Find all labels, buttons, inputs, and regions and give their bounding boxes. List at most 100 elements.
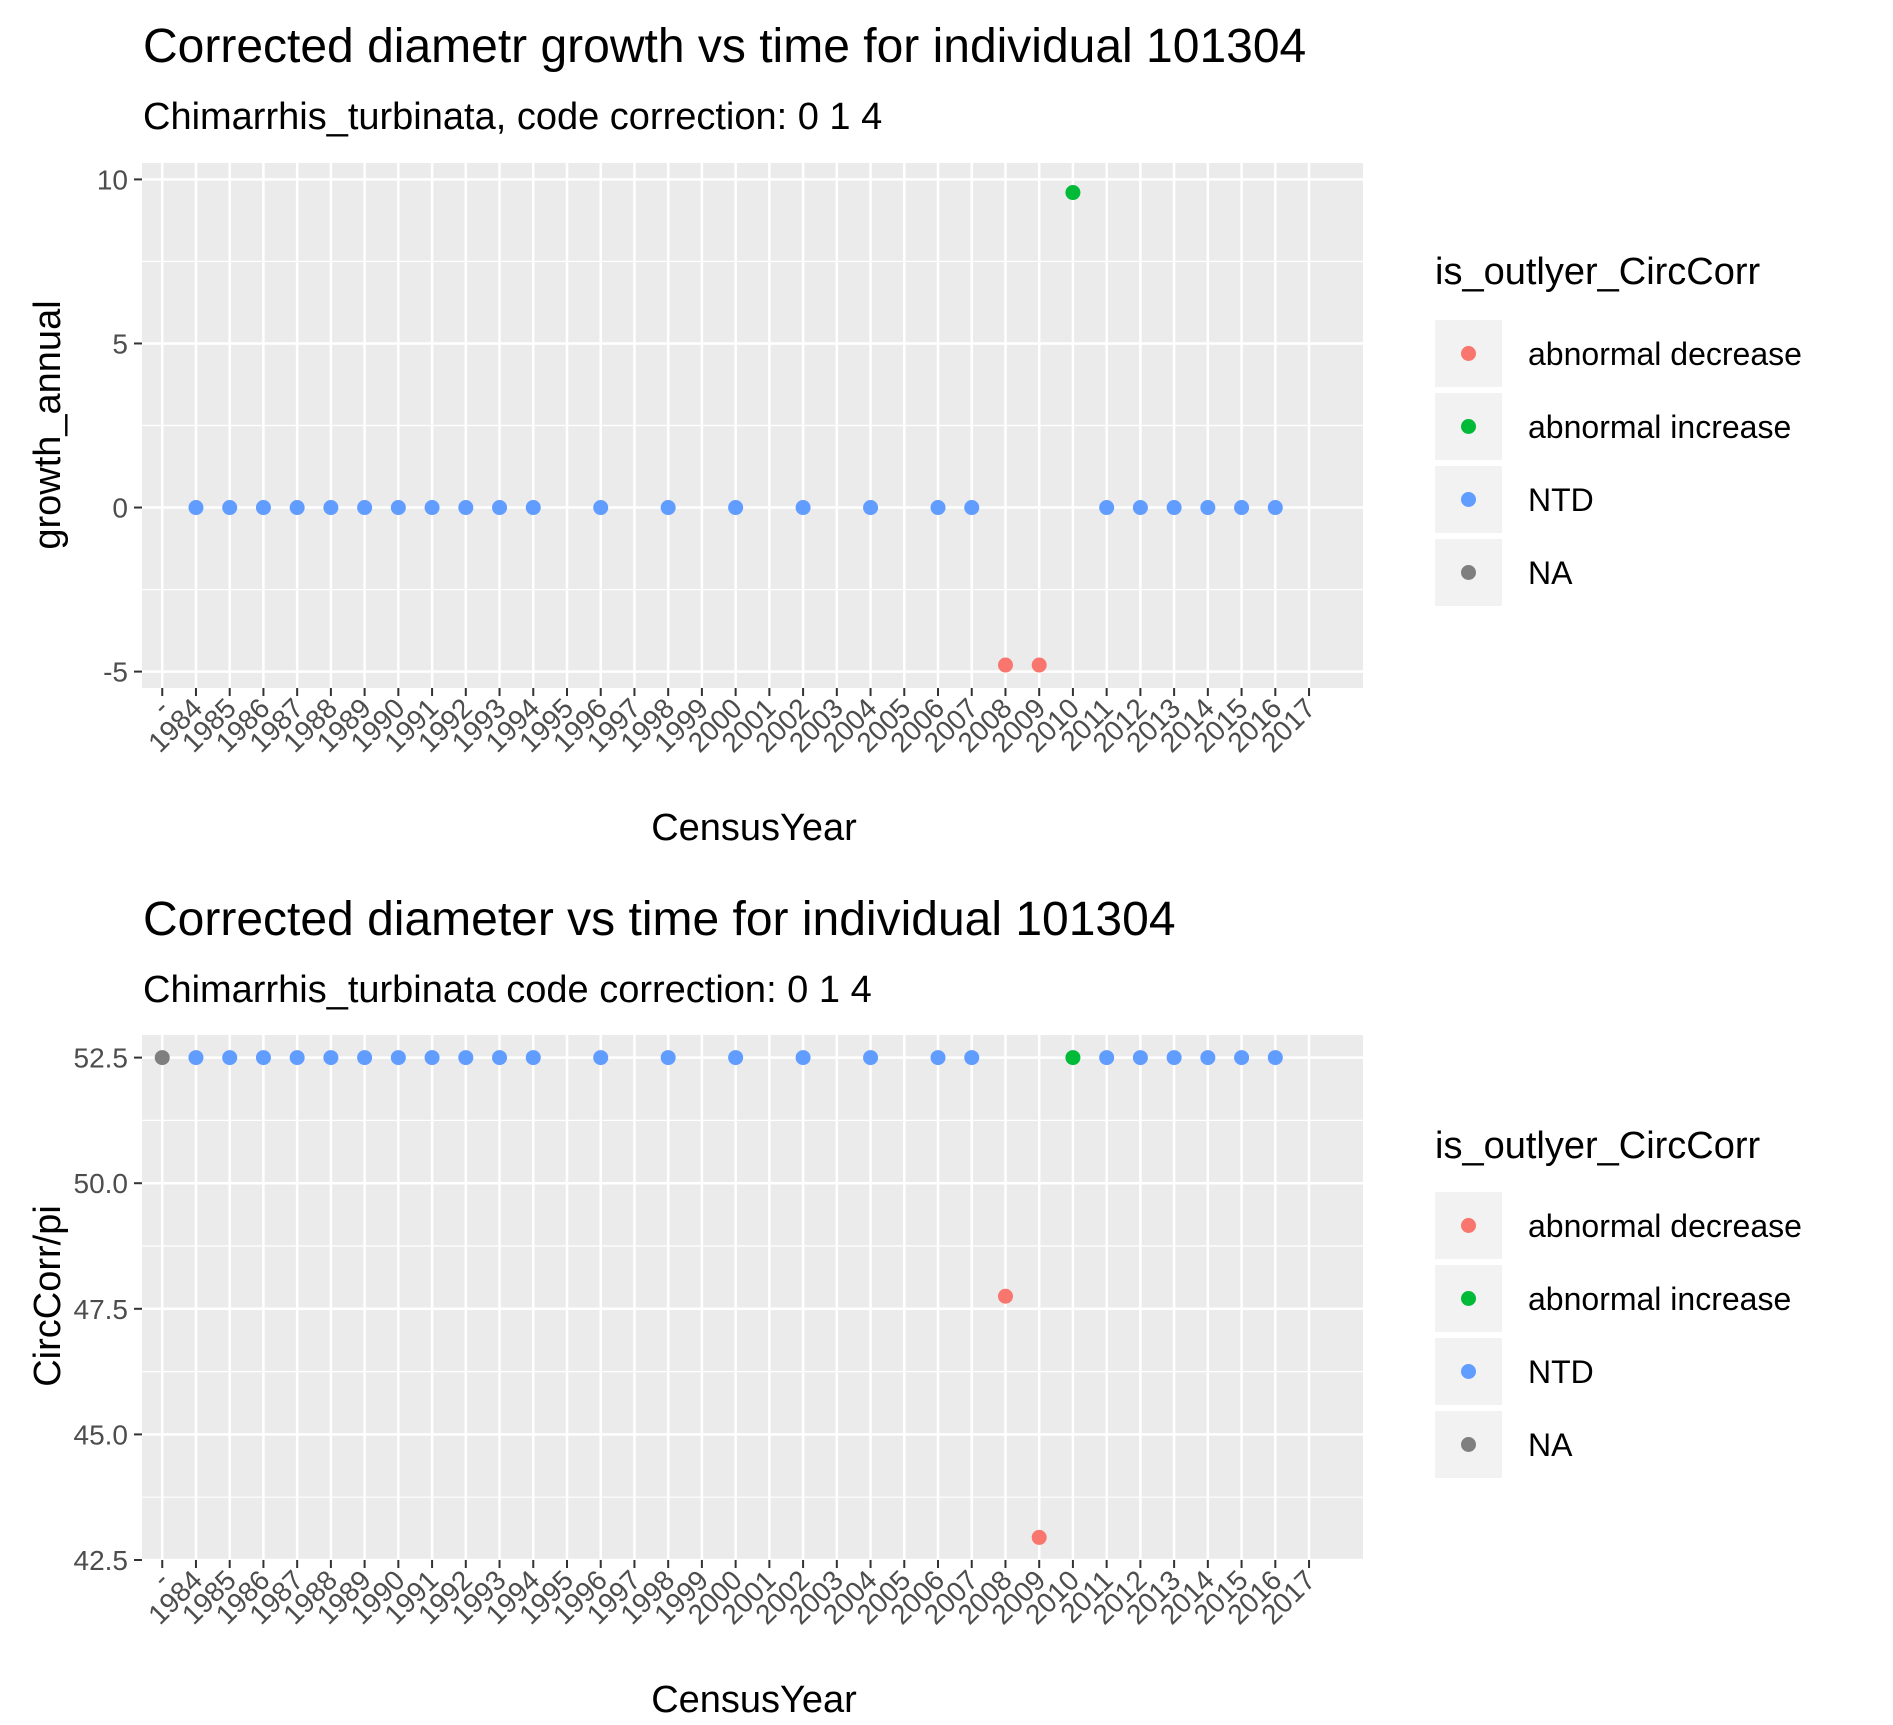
data-point (1031, 1529, 1047, 1545)
data-point (525, 1050, 541, 1066)
data-point (930, 1050, 946, 1066)
data-point (492, 1050, 508, 1066)
y-tick-label: -5 (103, 657, 128, 688)
legend-label: NTD (1528, 1354, 1594, 1390)
growth-chart: Corrected diametr growth vs time for ind… (27, 20, 1802, 849)
chart-title: Corrected diametr growth vs time for ind… (143, 20, 1306, 73)
data-point (188, 500, 204, 516)
legend-marker (1461, 565, 1476, 580)
y-tick-label: 47.5 (74, 1294, 129, 1325)
legend-label: NTD (1528, 482, 1594, 518)
data-point (1132, 500, 1148, 516)
data-point (222, 500, 238, 516)
data-point (1166, 500, 1182, 516)
diameter-chart: Corrected diameter vs time for individua… (27, 893, 1802, 1721)
legend-label: abnormal decrease (1528, 336, 1802, 372)
data-point (390, 500, 406, 516)
data-point (458, 500, 474, 516)
data-point (1166, 1050, 1182, 1066)
data-point (255, 500, 271, 516)
data-point (1234, 500, 1250, 516)
legend-title: is_outlyer_CircCorr (1435, 251, 1761, 293)
data-point (222, 1050, 238, 1066)
y-tick-label: 45.0 (74, 1419, 129, 1450)
legend-label: abnormal increase (1528, 1281, 1791, 1317)
y-axis-title: growth_annual (27, 300, 69, 549)
data-point (255, 1050, 271, 1066)
data-point (863, 1050, 879, 1066)
plot-panel (142, 1035, 1363, 1560)
y-axis: -5 0 5 10 (97, 164, 142, 688)
chart-subtitle: Chimarrhis_turbinata code correction: 0 … (143, 969, 872, 1011)
y-tick-label: 42.5 (74, 1545, 129, 1576)
data-points (188, 185, 1283, 673)
data-point (660, 1050, 676, 1066)
data-point (1132, 1050, 1148, 1066)
data-point (964, 1050, 980, 1066)
data-point (795, 500, 811, 516)
legend-label: NA (1528, 1427, 1573, 1463)
data-point (323, 500, 339, 516)
data-point (357, 1050, 373, 1066)
data-point (289, 500, 305, 516)
y-tick-label: 5 (112, 328, 128, 359)
data-point (492, 500, 508, 516)
data-point (525, 500, 541, 516)
legend-marker (1461, 1218, 1476, 1233)
legend-marker (1461, 1291, 1476, 1306)
x-axis-title: CensusYear (651, 807, 857, 849)
data-point (997, 1288, 1013, 1304)
legend-marker (1461, 419, 1476, 434)
data-point (1065, 185, 1081, 201)
data-point (1267, 500, 1283, 516)
data-point (728, 500, 744, 516)
x-axis-title: CensusYear (651, 1679, 857, 1721)
grid-lines (142, 163, 1363, 688)
data-point (1267, 1050, 1283, 1066)
data-point (1099, 1050, 1115, 1066)
y-tick-label: 50.0 (74, 1168, 129, 1199)
data-point (863, 500, 879, 516)
legend: is_outlyer_CircCorr abnormal decrease abn… (1435, 1125, 1802, 1478)
legend-title: is_outlyer_CircCorr (1435, 1125, 1761, 1167)
legend-marker (1461, 346, 1476, 361)
data-point (289, 1050, 305, 1066)
data-points (154, 1050, 1283, 1545)
y-axis-title: CircCorr/pi (27, 1205, 69, 1387)
legend-marker (1461, 1437, 1476, 1452)
data-point (424, 1050, 440, 1066)
data-point (458, 1050, 474, 1066)
data-point (1099, 500, 1115, 516)
data-point (660, 500, 676, 516)
legend: is_outlyer_CircCorr abnormal decrease abn… (1435, 251, 1802, 606)
data-point (1200, 500, 1216, 516)
y-axis: 42.5 45.0 47.5 50.0 52.5 (74, 1043, 142, 1576)
data-point (728, 1050, 744, 1066)
data-point (154, 1050, 170, 1066)
legend-label: NA (1528, 555, 1573, 591)
legend-marker (1461, 492, 1476, 507)
data-point (997, 657, 1013, 673)
chart-subtitle: Chimarrhis_turbinata, code correction: 0… (143, 96, 882, 138)
y-tick-label: 10 (97, 164, 128, 195)
data-point (1031, 657, 1047, 673)
legend-label: abnormal increase (1528, 409, 1791, 445)
data-point (188, 1050, 204, 1066)
data-point (795, 1050, 811, 1066)
y-tick-label: 0 (112, 493, 128, 524)
data-point (1234, 1050, 1250, 1066)
data-point (593, 500, 609, 516)
data-point (1200, 1050, 1216, 1066)
data-point (357, 500, 373, 516)
y-tick-label: 52.5 (74, 1043, 129, 1074)
legend-label: abnormal decrease (1528, 1208, 1802, 1244)
data-point (930, 500, 946, 516)
data-point (390, 1050, 406, 1066)
data-point (1065, 1050, 1081, 1066)
legend-marker (1461, 1364, 1476, 1379)
data-point (593, 1050, 609, 1066)
data-point (964, 500, 980, 516)
chart-title: Corrected diameter vs time for individua… (143, 893, 1176, 946)
data-point (424, 500, 440, 516)
